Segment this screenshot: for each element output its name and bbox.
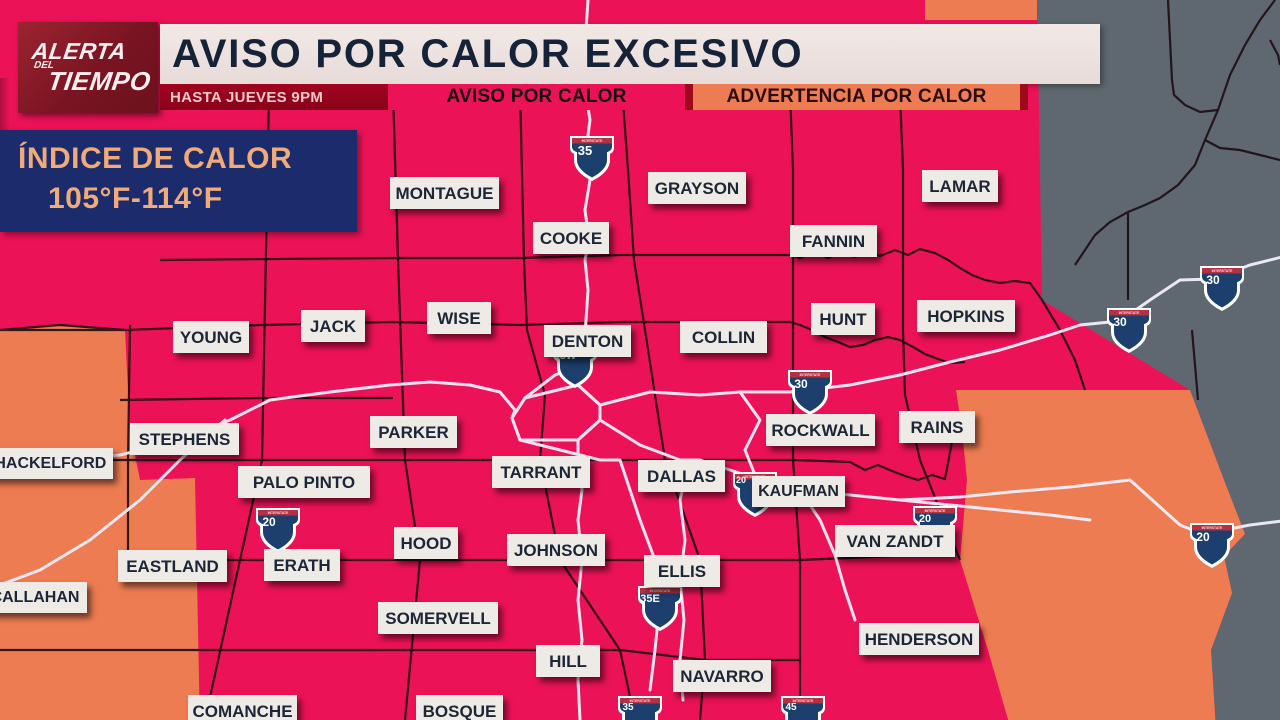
svg-text:20: 20 [736, 475, 746, 485]
svg-text:20: 20 [1196, 530, 1210, 544]
svg-text:30: 30 [1113, 315, 1127, 329]
svg-text:35E: 35E [640, 593, 660, 605]
svg-text:30: 30 [1206, 273, 1220, 287]
svg-text:45: 45 [785, 702, 797, 713]
svg-text:20: 20 [262, 515, 276, 529]
svg-text:35: 35 [578, 143, 592, 158]
svg-text:20: 20 [919, 513, 931, 525]
svg-text:30: 30 [794, 377, 808, 391]
svg-text:35: 35 [622, 702, 634, 713]
